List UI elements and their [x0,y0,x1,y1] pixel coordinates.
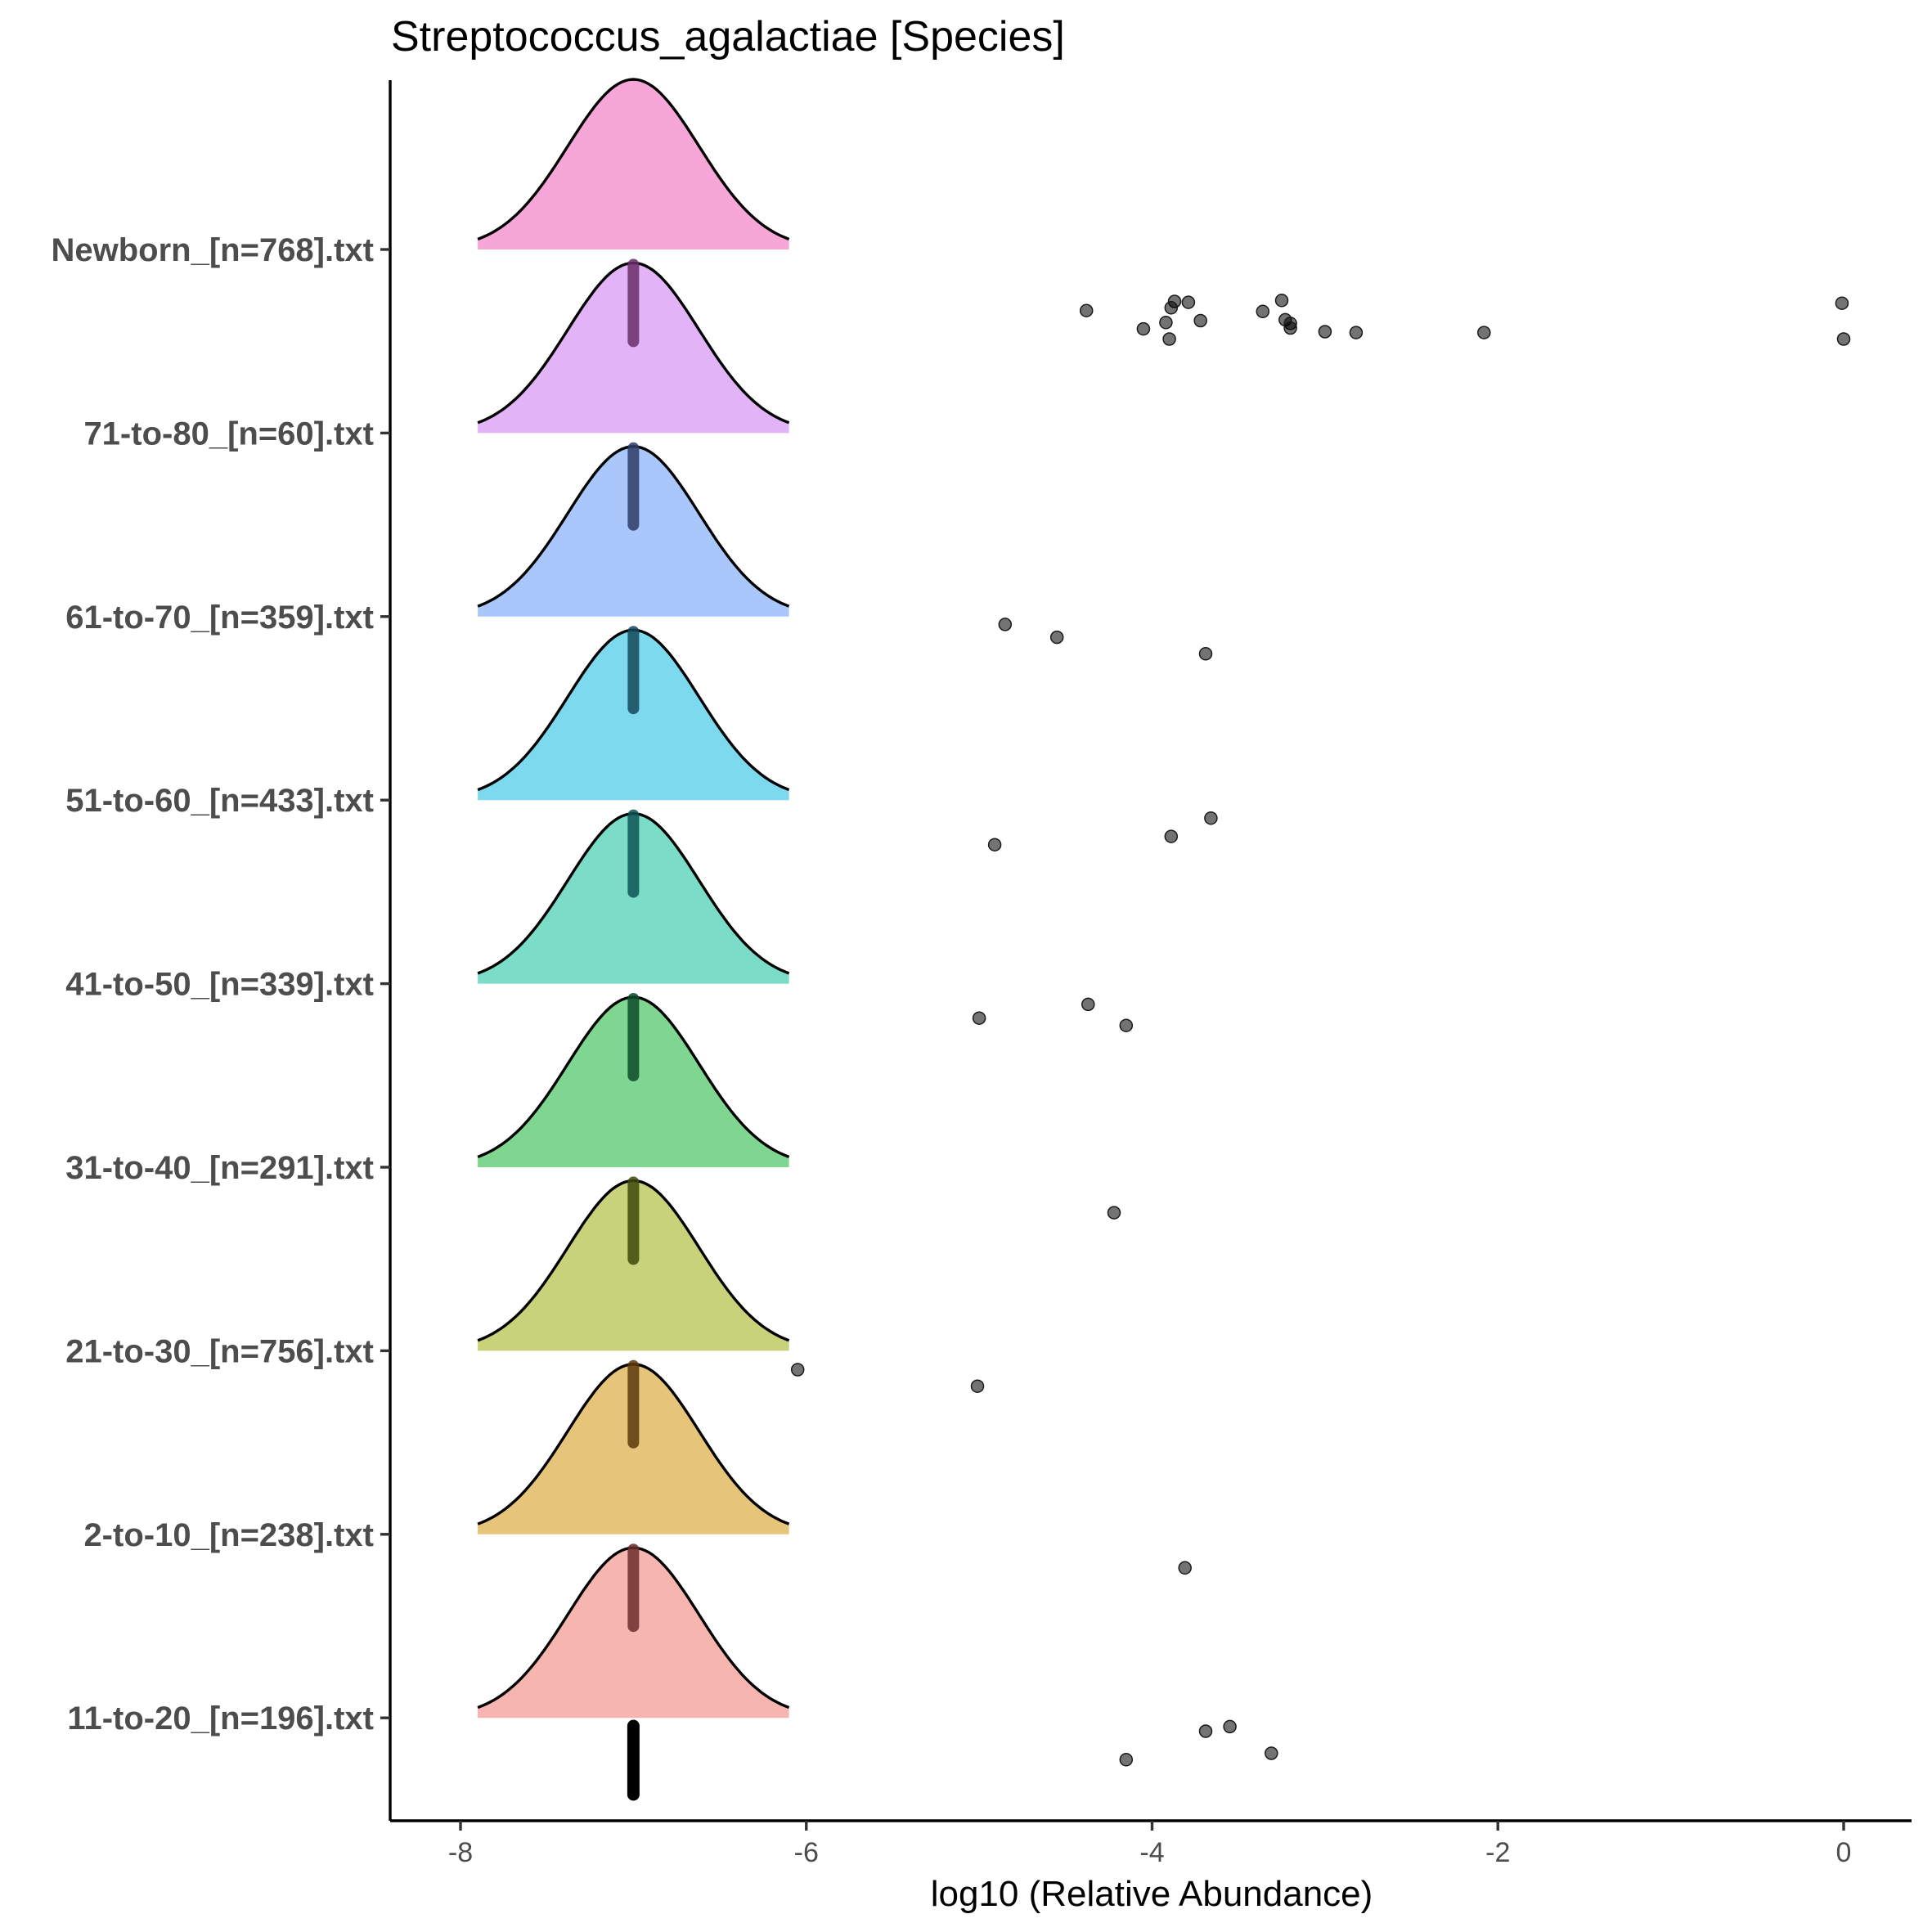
outlier-point [790,1363,805,1377]
outlier-point [1164,829,1179,843]
y-tick-label: 61-to-70_[n=359].txt [65,600,374,636]
outlier-point [1198,647,1213,661]
outlier-point [1265,1746,1278,1760]
x-tick-label: -2 [1485,1837,1510,1868]
outlier-point [972,1011,986,1025]
outlier-point [1283,321,1297,335]
outlier-point [1159,316,1173,330]
y-tick-label: 2-to-10_[n=238].txt [83,1517,374,1553]
ridge-density-fill [478,263,789,434]
x-axis-label: log10 (Relative Abundance) [931,1874,1373,1914]
y-tick-label: 21-to-30_[n=756].txt [65,1333,374,1369]
outlier-point [1349,326,1364,339]
ridge-density-fill [478,997,789,1167]
outlier-point [1836,332,1851,346]
ridge-density-fill [478,813,789,984]
x-tick-label: -8 [448,1837,473,1868]
x-tick-label: -4 [1139,1837,1164,1868]
ridge-density-fill [478,1364,789,1534]
y-tick-label: 51-to-60_[n=433].txt [65,783,374,819]
outlier-point [1107,1206,1121,1220]
x-tick-label: -6 [794,1837,819,1868]
outlier-point [1162,332,1176,346]
chart-title: Streptococcus_agalactiae [Species] [391,13,1065,61]
y-tick-label: 71-to-80_[n=60].txt [83,416,374,452]
x-tick-label: 0 [1836,1837,1852,1868]
points-layer [790,294,1851,1767]
ridge-density-fill [478,1180,789,1351]
y-tick-label: 31-to-40_[n=291].txt [65,1150,374,1186]
outlier-point [1181,295,1196,309]
outlier-point [998,618,1013,631]
outlier-point [1256,304,1270,319]
outlier-point [1081,997,1095,1012]
outlier-point [1477,326,1491,339]
outlier-point [1193,313,1207,328]
outlier-point [1198,1724,1213,1738]
ridge-density-fill [478,630,789,801]
ridge-density-fill [478,1548,789,1719]
ridge-density-fill [478,446,789,617]
ridges-layer [477,78,790,1801]
outlier-point [1164,301,1179,315]
y-tick-label: Newborn_[n=768].txt [51,232,374,268]
outlier-point [1136,321,1151,336]
outlier-point [1178,1561,1192,1575]
outlier-point [1049,630,1064,645]
outlier-point [1274,294,1289,308]
ridge-group [477,78,790,249]
outlier-point [1223,1719,1237,1734]
y-tick-label: 11-to-20_[n=196].txt [67,1701,374,1737]
axes-layer: Newborn_[n=768].txt 71-to-80_[n=60].txt 61… [51,80,1912,1868]
outlier-point [970,1379,985,1393]
outlier-point [1119,1753,1134,1767]
ridge-density-outline [477,78,790,240]
outlier-point [1079,303,1094,317]
outlier-point [1119,1018,1134,1032]
outlier-point [1835,296,1849,310]
ridge-density-fill [478,79,789,249]
outlier-point [987,838,1002,851]
outlier-point [1318,325,1332,339]
y-tick-label: 41-to-50_[n=339].txt [65,967,374,1003]
outlier-point [1204,811,1218,825]
